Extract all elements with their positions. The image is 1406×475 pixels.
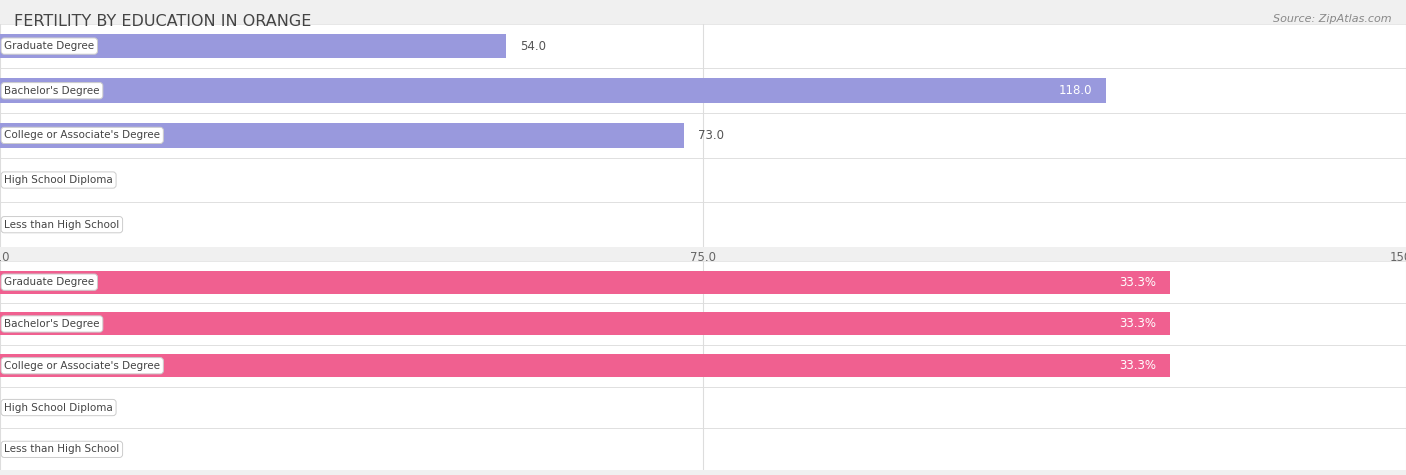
Bar — [0, 303, 1406, 345]
Bar — [0, 354, 1170, 377]
Text: Bachelor's Degree: Bachelor's Degree — [4, 319, 100, 329]
Bar — [0, 387, 1406, 428]
Text: Graduate Degree: Graduate Degree — [4, 41, 94, 51]
Text: 54.0: 54.0 — [520, 39, 546, 53]
Bar — [0, 68, 1406, 113]
Bar — [0, 261, 1406, 303]
Bar — [0, 78, 1107, 103]
Bar — [0, 24, 1406, 68]
Text: 33.3%: 33.3% — [1119, 317, 1156, 331]
Bar — [0, 34, 506, 58]
Bar — [0, 428, 1406, 470]
Bar — [0, 158, 1406, 202]
Text: High School Diploma: High School Diploma — [4, 402, 112, 413]
Bar — [0, 428, 1406, 470]
Bar — [0, 313, 1170, 335]
Text: 73.0: 73.0 — [699, 129, 724, 142]
Text: 118.0: 118.0 — [1059, 84, 1092, 97]
Text: 0.0%: 0.0% — [14, 401, 44, 414]
Bar — [0, 24, 1406, 68]
Text: Bachelor's Degree: Bachelor's Degree — [4, 86, 100, 96]
Bar — [0, 202, 1406, 247]
Bar — [0, 271, 1170, 294]
Bar — [0, 202, 1406, 247]
Text: 0.0: 0.0 — [14, 218, 32, 231]
Bar — [0, 387, 1406, 428]
Text: College or Associate's Degree: College or Associate's Degree — [4, 361, 160, 371]
Bar — [0, 345, 1406, 387]
Text: FERTILITY BY EDUCATION IN ORANGE: FERTILITY BY EDUCATION IN ORANGE — [14, 14, 312, 29]
Bar — [0, 123, 685, 148]
Text: Less than High School: Less than High School — [4, 444, 120, 455]
Bar — [0, 68, 1406, 113]
Text: 0.0: 0.0 — [14, 173, 32, 187]
Text: Source: ZipAtlas.com: Source: ZipAtlas.com — [1274, 14, 1392, 24]
Text: High School Diploma: High School Diploma — [4, 175, 112, 185]
Text: 33.3%: 33.3% — [1119, 276, 1156, 289]
Bar — [0, 261, 1406, 303]
Text: 0.0%: 0.0% — [14, 443, 44, 456]
Text: College or Associate's Degree: College or Associate's Degree — [4, 130, 160, 141]
Bar — [0, 345, 1406, 387]
Bar — [0, 113, 1406, 158]
Text: Less than High School: Less than High School — [4, 219, 120, 230]
Bar — [0, 158, 1406, 202]
Bar — [0, 113, 1406, 158]
Text: 33.3%: 33.3% — [1119, 359, 1156, 372]
Bar — [0, 303, 1406, 345]
Text: Graduate Degree: Graduate Degree — [4, 277, 94, 287]
